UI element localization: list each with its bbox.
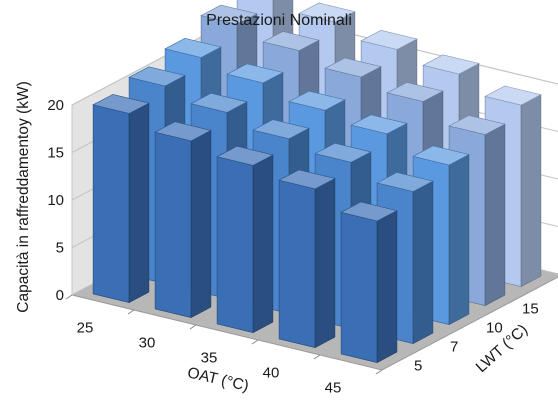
bar-side-face	[484, 123, 506, 307]
y-tick-label: 10	[47, 192, 64, 209]
y-tick-label: 5	[56, 240, 64, 257]
bar	[216, 145, 274, 334]
bar	[340, 201, 398, 364]
bar-top-face	[252, 119, 310, 140]
bar-top-face	[350, 114, 408, 135]
bar-side-face	[376, 210, 398, 364]
bar-top-face	[226, 63, 284, 84]
depth-tick-label: 15	[522, 301, 539, 318]
bar-front-face	[154, 131, 192, 318]
bar-side-face	[128, 102, 150, 304]
bar-top-face	[376, 172, 434, 192]
depth-tick-label: 7	[450, 339, 458, 356]
bar-side-face	[448, 154, 470, 326]
y-tick-label: 15	[47, 145, 64, 162]
x-tick-mark	[189, 324, 197, 330]
x-tick-label: 40	[263, 365, 280, 382]
x-axis-title: OAT (°C)	[186, 364, 251, 395]
bar-top-face	[92, 94, 150, 114]
bar	[154, 121, 212, 319]
bars	[92, 0, 542, 364]
bar-top-face	[324, 57, 382, 78]
bar-top-face	[484, 85, 542, 106]
x-tick-mark	[127, 309, 135, 315]
depth-tick-label: 10	[486, 320, 503, 337]
bar-top-face	[262, 31, 320, 51]
bar-top-face	[386, 82, 444, 102]
bar-top-face	[216, 145, 274, 166]
bar-top-face	[278, 169, 336, 190]
bar-top-face	[314, 142, 372, 163]
bar-front-face	[216, 156, 254, 333]
x-tick-label: 30	[139, 335, 156, 352]
x-tick-mark	[313, 354, 321, 360]
bar-side-face	[190, 129, 212, 319]
bar-top-face	[154, 121, 212, 142]
bar-front-face	[340, 211, 378, 363]
y-tick-label: 20	[47, 97, 64, 114]
y-axis-title: Capacità in raffreddamentoy (kW)	[15, 81, 32, 312]
chart-title: Prestazioni Nominali	[206, 12, 352, 29]
bar-top-face	[164, 37, 222, 58]
depth-tick-label: 5	[414, 358, 422, 375]
bar-top-face	[190, 92, 248, 113]
bar-front-face	[92, 104, 130, 303]
bar	[92, 94, 150, 304]
bar-top-face	[288, 90, 346, 111]
y-tick-label: 0	[56, 287, 64, 304]
x-tick-mark	[251, 339, 259, 345]
x-tick-label: 45	[325, 380, 342, 397]
bar-front-face	[278, 179, 316, 348]
x-tick-label: 35	[201, 350, 218, 367]
bar-top-face	[200, 4, 258, 25]
bar-side-face	[412, 180, 434, 345]
bar-top-face	[128, 66, 186, 87]
x-tick-mark	[375, 369, 383, 375]
bar-top-face	[422, 54, 480, 75]
x-tick-label: 25	[77, 320, 94, 337]
bar-top-face	[340, 201, 398, 222]
bar	[278, 169, 336, 349]
bar-side-face	[520, 94, 542, 288]
bar-side-face	[314, 178, 336, 349]
x-tick-mark	[65, 294, 73, 300]
bar-side-face	[252, 154, 274, 334]
bar-top-face	[360, 29, 418, 50]
bar-top-face	[298, 2, 356, 23]
bar-top-face	[412, 145, 470, 166]
bar-top-face	[448, 115, 506, 135]
